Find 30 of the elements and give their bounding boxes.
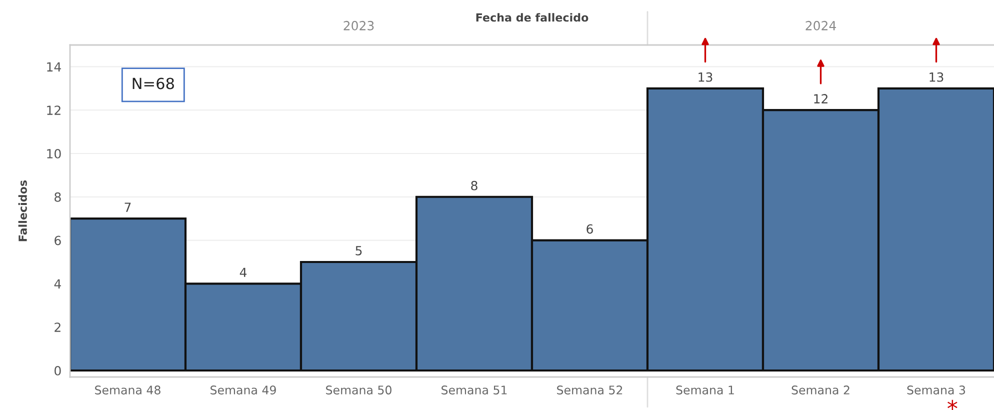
x-tick-label: Semana 50 — [326, 386, 392, 394]
y-tick-label: 14 — [47, 62, 61, 72]
x-tick-label: Semana 2 — [792, 386, 850, 394]
data-label: 13 — [930, 72, 944, 82]
y-axis-title: Fallecidos — [18, 180, 27, 242]
x-tick-label: Semana 52 — [557, 386, 622, 394]
x-tick-label: Semana 51 — [442, 386, 507, 394]
data-label: 13 — [698, 72, 712, 82]
data-label: 5 — [356, 246, 362, 256]
y-tick-label: 2 — [54, 322, 60, 332]
y-tick-label: 6 — [54, 236, 61, 246]
x-tick-label: Semana 49 — [210, 386, 276, 394]
text: * — [948, 400, 958, 410]
x-tick-label: Semana 1 — [676, 386, 734, 394]
y-tick-label: 8 — [54, 192, 61, 202]
text: 2024 — [806, 20, 836, 30]
chart-title: Fecha de fallecido — [476, 13, 588, 22]
annotation: N=68 — [132, 78, 174, 90]
data-label: 6 — [586, 224, 593, 234]
y-tick-label: 0 — [54, 366, 61, 376]
y-tick-label: 10 — [47, 148, 61, 158]
data-label: 4 — [240, 268, 247, 277]
x-tick-label: Semana 3 — [907, 386, 966, 394]
x-tick-label: Semana 48 — [95, 386, 160, 394]
data-label: 7 — [124, 202, 131, 212]
y-tick-label: 12 — [47, 106, 60, 115]
y-tick-label: 4 — [54, 279, 61, 288]
text: 2023 — [344, 20, 374, 30]
data-label: 12 — [814, 94, 828, 104]
data-label: 8 — [471, 180, 478, 190]
